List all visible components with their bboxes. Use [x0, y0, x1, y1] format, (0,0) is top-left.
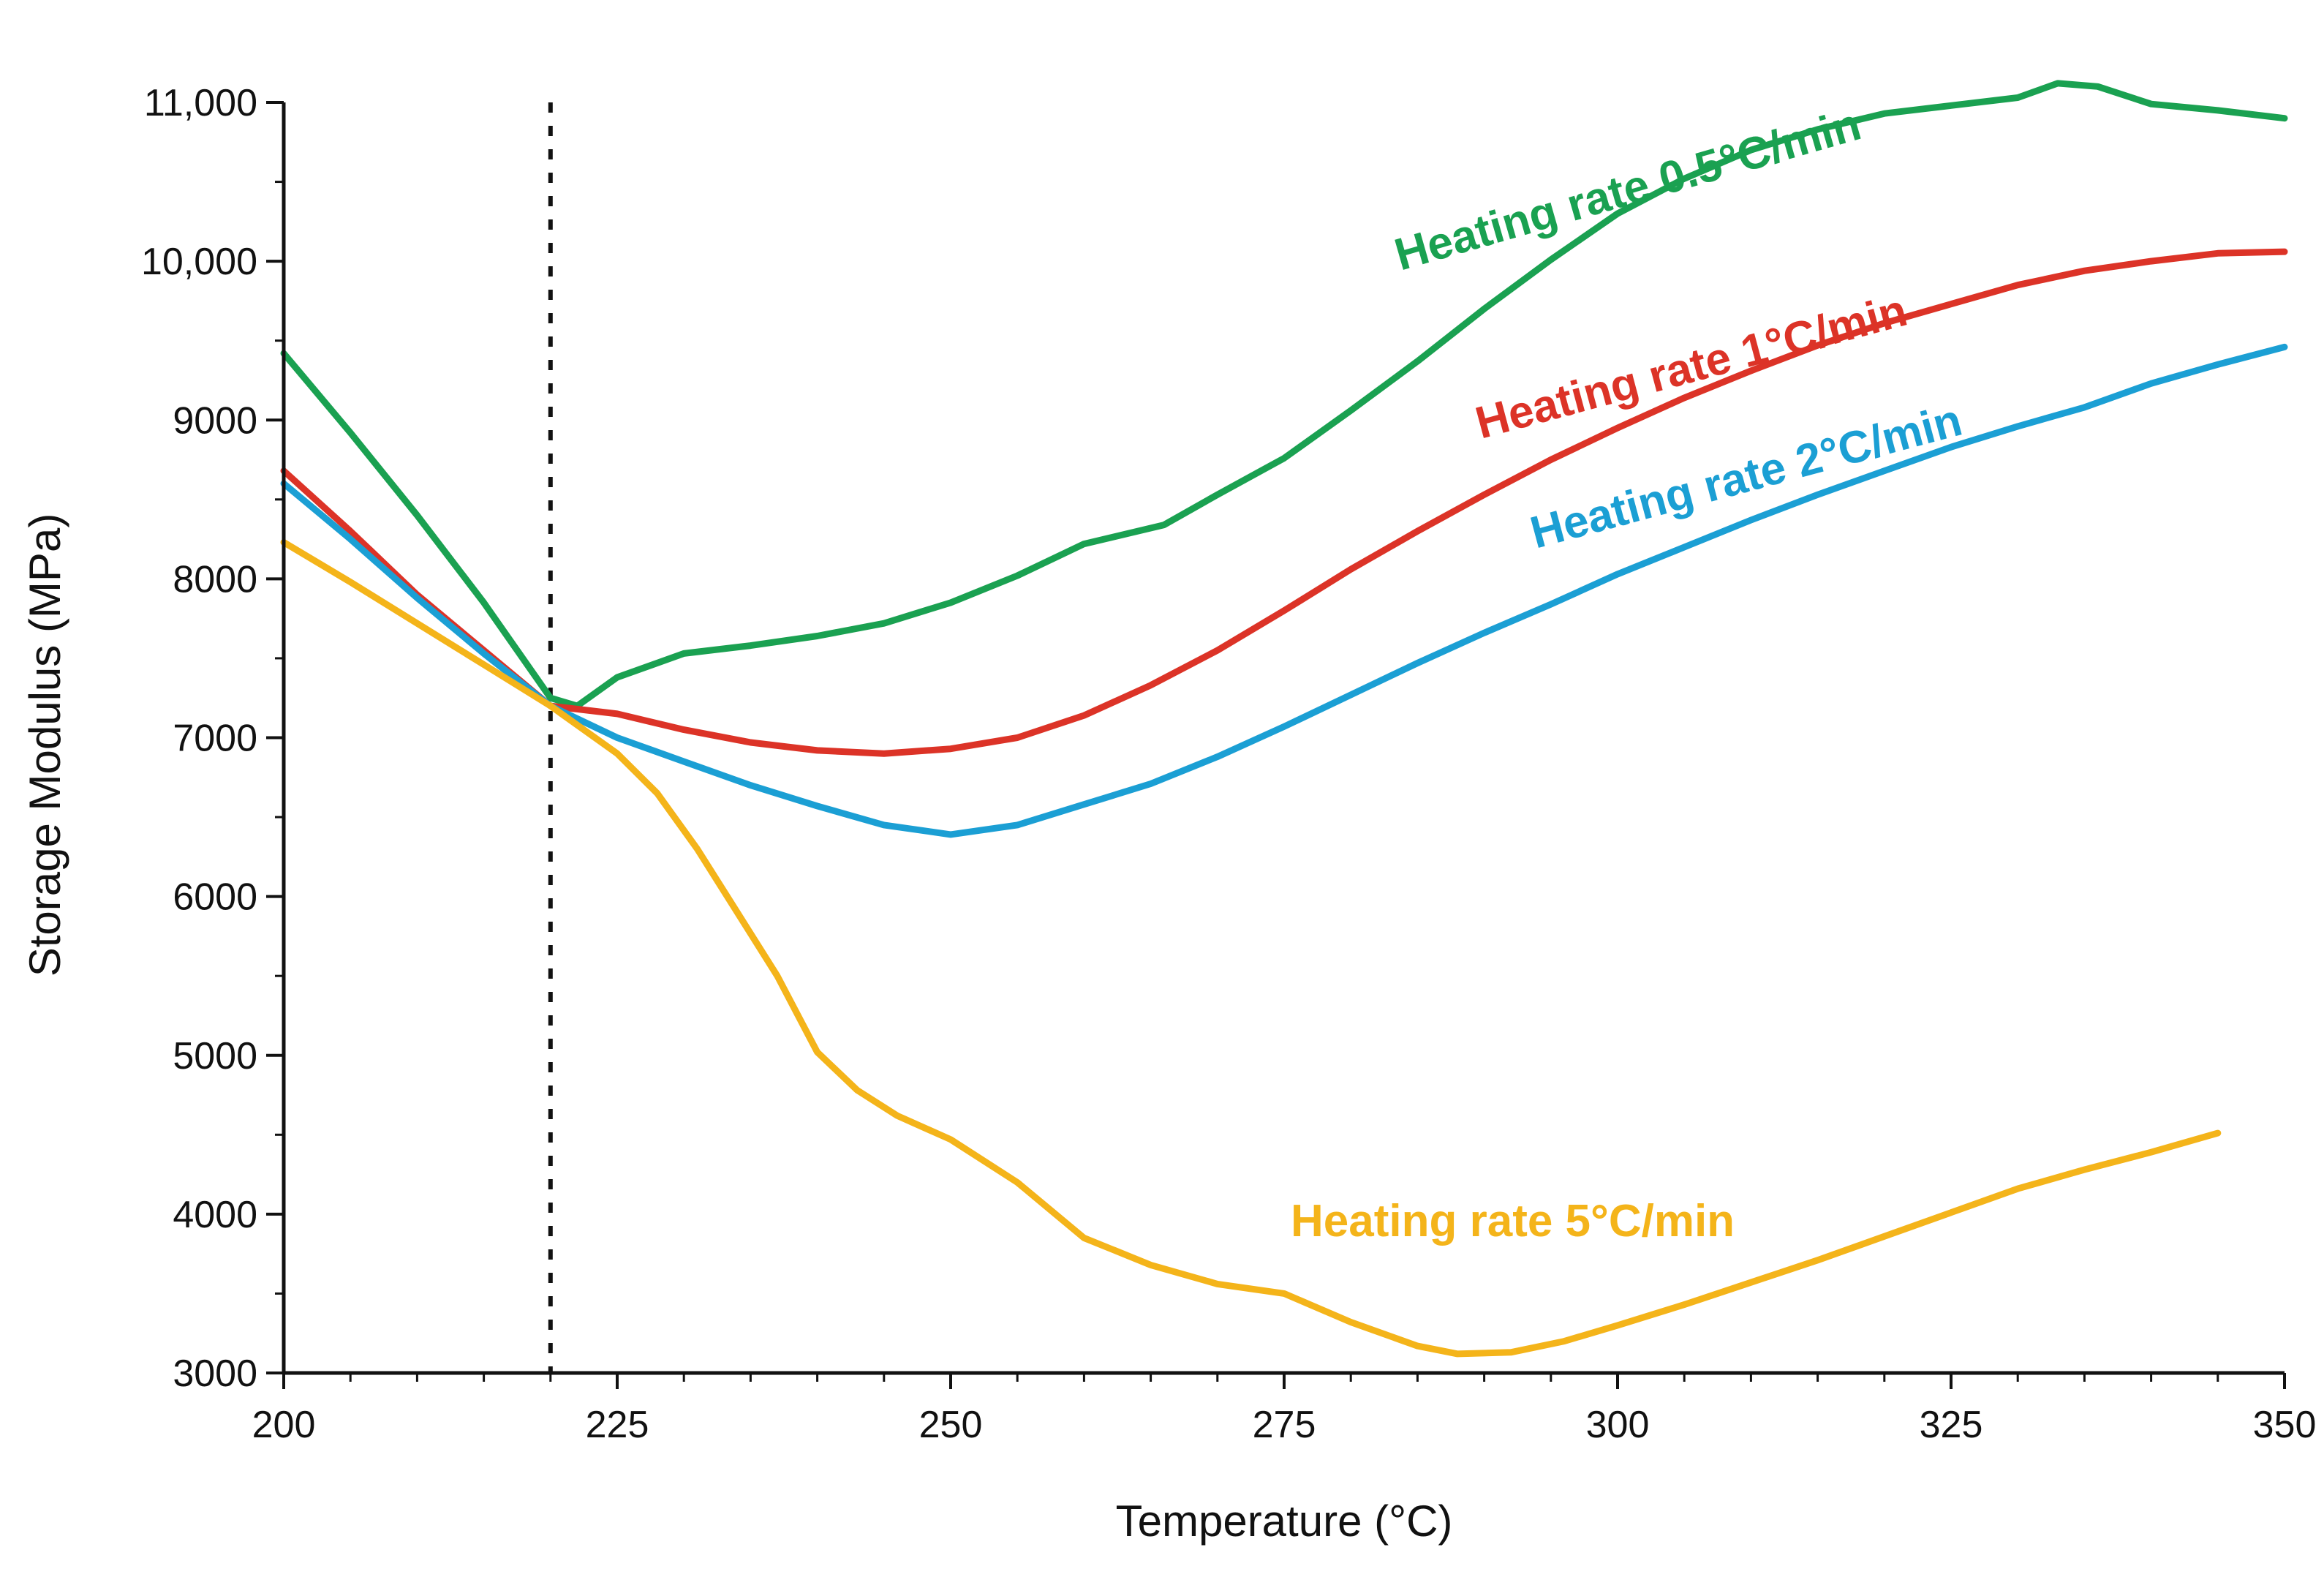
y-axis-title: Storage Modulus (MPa): [20, 513, 69, 977]
x-tick-label-250: 250: [919, 1404, 983, 1446]
series-line-heating-rate-1-c-min: [280, 248, 2288, 757]
x-tick-label-275: 275: [1253, 1404, 1316, 1446]
series-label-0.5c-per-min: Heating rate 0.5°C/min: [1389, 99, 1866, 281]
series-line-heating-rate-0-5-c-min: [280, 80, 2288, 710]
x-tick-label-225: 225: [586, 1404, 649, 1446]
y-tick-label-4000: 4000: [173, 1194, 257, 1236]
plot-area: [280, 80, 2288, 1373]
x-tick-label-200: 200: [252, 1404, 316, 1446]
x-tick-label-325: 325: [1920, 1404, 1983, 1446]
y-tick-label-9000: 9000: [173, 399, 257, 442]
axis-ticks: 200 225 250 275 300 325 350 3000 4000 5000 6000 700…: [141, 82, 2316, 1446]
y-tick-label-11000: 11,000: [144, 82, 257, 124]
y-tick-label-8000: 8000: [173, 558, 257, 601]
x-tick-label-300: 300: [1586, 1404, 1650, 1446]
y-tick-label-6000: 6000: [173, 876, 257, 919]
series-line-heating-rate-2-c-min: [280, 343, 2288, 838]
y-tick-label-3000: 3000: [173, 1352, 257, 1395]
y-tick-label-7000: 7000: [173, 718, 257, 760]
x-tick-label-350: 350: [2253, 1404, 2317, 1446]
y-tick-label-5000: 5000: [173, 1035, 257, 1077]
y-tick-label-10000: 10,000: [141, 241, 257, 283]
x-axis-title: Temperature (°C): [1116, 1497, 1453, 1546]
series-line-heating-rate-5-c-min: [280, 538, 2222, 1358]
series-label-5c-per-min: Heating rate 5°C/min: [1291, 1196, 1735, 1246]
